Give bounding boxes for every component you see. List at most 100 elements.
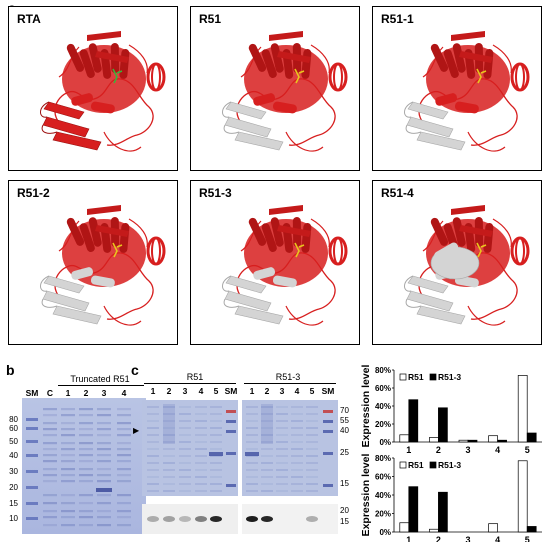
protein-structure-image (40, 31, 166, 152)
gel-c2-lane-label: 3 (279, 386, 285, 396)
gel-c-marker-label: 70 (340, 406, 349, 415)
x-tick-label: 2 (436, 535, 441, 542)
bar (438, 407, 448, 443)
structure-label: R51-1 (381, 12, 414, 26)
bar (497, 439, 507, 443)
protein-structure-image (222, 205, 348, 326)
y-axis-label: Expression level (360, 453, 372, 536)
legend-swatch (429, 373, 437, 381)
gel-b-image (22, 398, 146, 534)
bar (488, 523, 498, 533)
x-tick-label: 1 (406, 535, 411, 542)
bar (526, 526, 537, 533)
bar (517, 375, 528, 443)
legend-label: R51-3 (438, 372, 461, 382)
gel-c2-lane-label: 5 (309, 386, 315, 396)
bar (438, 491, 448, 533)
y-tick-label: 40% (375, 402, 391, 411)
gel-c-marker-label: 25 (340, 448, 349, 457)
structure-box: R51 (190, 6, 360, 171)
y-tick-label: 20% (375, 510, 391, 519)
panel-b-letter: b (6, 362, 15, 378)
x-tick-label: 2 (436, 445, 441, 455)
gel-c1-lane-label: SM (224, 386, 238, 396)
protein-structure-image (404, 205, 530, 326)
y-tick-label: 40% (375, 491, 391, 500)
protein-structure-image (404, 31, 530, 152)
gel-c-marker-label: 55 (340, 416, 349, 425)
gel-b-lane-label: C (46, 388, 54, 398)
gel-c1-lane-label: 2 (166, 386, 172, 396)
x-tick-label: 5 (525, 535, 530, 542)
gel-b-marker-label: 15 (9, 499, 18, 508)
bar (408, 486, 419, 533)
y-tick-label: 80% (375, 454, 391, 463)
gel-b-marker-label: 50 (9, 437, 18, 446)
expression-chart-1: Expression level 0% 20% 40% 60% 80% 1 2 3 4 5 R51 R5… (360, 364, 542, 455)
structure-box: R51-2 (8, 180, 178, 345)
gel-b-lane-label: 1 (65, 388, 71, 398)
blot-c1-image (142, 504, 238, 534)
structure-label: R51-3 (199, 186, 232, 200)
gel-b-lane-label: 2 (83, 388, 89, 398)
bar (488, 435, 498, 443)
gel-c2-lane-label: 4 (294, 386, 300, 396)
structure-box: R51-4 (372, 180, 542, 345)
bar (429, 528, 439, 533)
x-tick-label: 4 (495, 445, 500, 455)
y-tick-label: 60% (375, 473, 391, 482)
gel-c-marker-label: 40 (340, 426, 349, 435)
x-tick-label: 1 (406, 445, 411, 455)
expression-chart-2: Expression level 0% 20% 40% 60% 80% 1 2 3 4 5 R51 R5… (360, 453, 542, 542)
bar (458, 439, 469, 443)
gel-c1-image (142, 400, 238, 496)
gel-b-lane-label: 3 (101, 388, 107, 398)
gel-b-marker-label: 10 (9, 514, 18, 523)
bar (408, 399, 419, 443)
structure-label: R51-2 (17, 186, 50, 200)
bar (526, 432, 537, 443)
bar (467, 439, 478, 443)
gel-c2-title-line (244, 383, 336, 384)
gel-c2-lane-label: SM (321, 386, 335, 396)
gel-b-marker-label: 40 (9, 451, 18, 460)
gel-b-title-line (58, 385, 144, 386)
y-tick-label: 0% (379, 528, 391, 537)
bar (429, 437, 439, 443)
legend-swatch (399, 373, 407, 381)
x-tick-label: 3 (465, 445, 470, 455)
blot-c-marker-label: 20 (340, 506, 349, 515)
gel-c-marker-label: 15 (340, 479, 349, 488)
gel-c2-title: R51-3 (275, 372, 301, 382)
legend-label: R51 (408, 460, 424, 470)
structure-label: R51 (199, 12, 222, 26)
structure-box: R51-3 (190, 180, 360, 345)
protein-structure-image (40, 205, 166, 326)
gel-c2-lane-label: 1 (249, 386, 255, 396)
y-axis-label: Expression level (360, 364, 372, 447)
gel-b-marker-label: 60 (9, 424, 18, 433)
protein-structure-image (222, 31, 348, 152)
gel-b-lane-label: 4 (121, 388, 127, 398)
y-tick-label: 0% (379, 438, 391, 447)
gel-b-marker-label: 20 (9, 483, 18, 492)
gel-c2-lane-label: 2 (264, 386, 270, 396)
legend-label: R51-3 (438, 460, 461, 470)
x-tick-label: 3 (465, 535, 470, 542)
blot-c-marker-label: 15 (340, 517, 349, 526)
panel-c-letter: c (131, 362, 139, 378)
structure-box: RTA (8, 6, 178, 171)
gel-c1-lane-label: 3 (182, 386, 188, 396)
gel-c1-lane-label: 4 (198, 386, 204, 396)
structure-label: RTA (17, 12, 41, 26)
y-tick-label: 20% (375, 420, 391, 429)
gel-c1-lane-label: 5 (213, 386, 219, 396)
legend-swatch (429, 461, 437, 469)
gel-c2-image (242, 400, 338, 496)
blot-c2-image (242, 504, 338, 534)
gel-c1-lane-label: 1 (150, 386, 156, 396)
legend-swatch (399, 461, 407, 469)
bar (517, 460, 528, 533)
bar (399, 522, 410, 533)
